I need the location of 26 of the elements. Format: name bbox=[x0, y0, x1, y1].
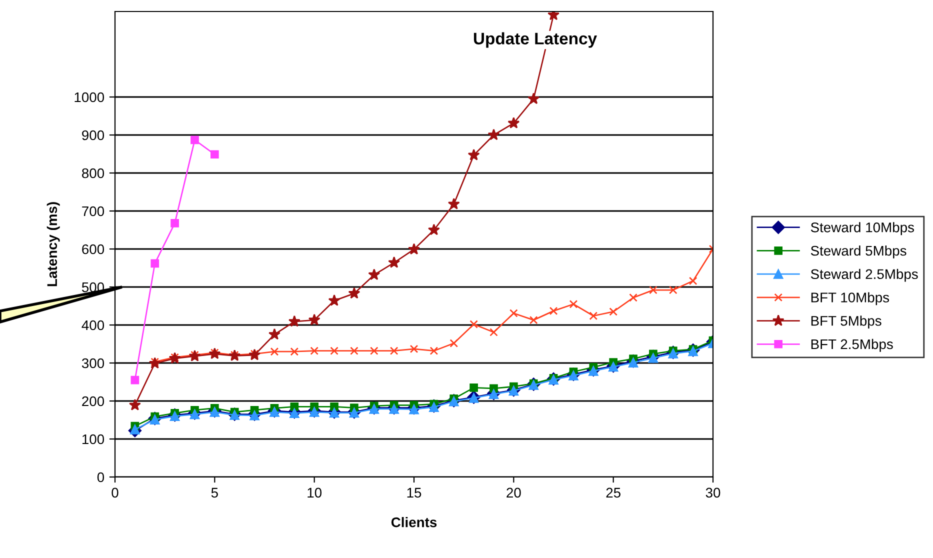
y-tick-label: 100 bbox=[82, 434, 104, 444]
y-axis-title: Latency (ms) bbox=[46, 202, 60, 286]
y-tick-label: 700 bbox=[82, 206, 104, 216]
x-tick-label: 30 bbox=[706, 488, 720, 498]
legend-label: BFT 5Mbps bbox=[811, 316, 882, 329]
y-tick-label: 1000 bbox=[74, 92, 104, 102]
y-tick-label: 900 bbox=[82, 130, 104, 140]
x-tick-label: 10 bbox=[308, 488, 322, 498]
legend-label: Steward 5Mbps bbox=[810, 245, 906, 258]
y-tick-label: 400 bbox=[82, 320, 104, 330]
y-tick-label: 800 bbox=[82, 168, 104, 178]
legend-label: BFT 2.5Mbps bbox=[811, 338, 893, 352]
y-tick-label: 0 bbox=[97, 472, 104, 482]
x-tick-label: 5 bbox=[211, 488, 218, 498]
x-tick-label: 25 bbox=[606, 488, 620, 498]
x-tick-label: 0 bbox=[112, 488, 118, 498]
y-tick-label: 200 bbox=[82, 396, 104, 406]
y-tick-label: 600 bbox=[82, 244, 104, 254]
x-axis-title: Clients bbox=[391, 517, 437, 528]
legend-label: Steward 10Mbps bbox=[810, 222, 914, 236]
x-tick-label: 15 bbox=[407, 488, 422, 498]
y-tick-label: 300 bbox=[82, 358, 104, 368]
text: Update Latency bbox=[474, 32, 597, 48]
legend-label: BFT 10Mbps bbox=[811, 292, 890, 306]
legend-label: Steward 2.5Mbps bbox=[810, 268, 918, 282]
x-tick-label: 20 bbox=[506, 488, 521, 498]
